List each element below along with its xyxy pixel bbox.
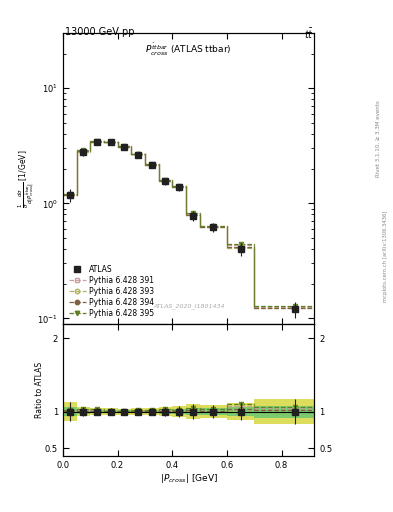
Bar: [145, 410, 158, 414]
Bar: [145, 408, 158, 415]
Bar: [90, 410, 104, 413]
Bar: [77, 407, 90, 416]
Legend: ATLAS, Pythia 6.428 391, Pythia 6.428 393, Pythia 6.428 394, Pythia 6.428 395: ATLAS, Pythia 6.428 391, Pythia 6.428 39…: [67, 263, 156, 320]
Bar: [158, 409, 172, 414]
Bar: [63, 407, 77, 416]
Bar: [172, 407, 186, 417]
Y-axis label: Ratio to ATLAS: Ratio to ATLAS: [35, 361, 44, 418]
X-axis label: $|P_{cross}|$ [GeV]: $|P_{cross}|$ [GeV]: [160, 472, 218, 485]
Bar: [104, 410, 118, 413]
Bar: [118, 410, 131, 413]
Bar: [227, 403, 254, 420]
Bar: [104, 409, 118, 415]
Bar: [254, 399, 336, 424]
Bar: [90, 409, 104, 415]
Bar: [254, 406, 336, 418]
Text: mcplots.cern.ch [arXiv:1306.3436]: mcplots.cern.ch [arXiv:1306.3436]: [383, 210, 387, 302]
Bar: [118, 409, 131, 415]
Y-axis label: $\frac{1}{\sigma}\frac{d\sigma}{d|P^{\bar{t}tbar}_{cross}|}$ [1/GeV]: $\frac{1}{\sigma}\frac{d\sigma}{d|P^{\ba…: [16, 150, 36, 208]
Text: ATLAS_2020_I1801434: ATLAS_2020_I1801434: [153, 304, 224, 309]
Text: $P^{\bar{t}tbar}_{cross}$ (ATLAS ttbar): $P^{\bar{t}tbar}_{cross}$ (ATLAS ttbar): [145, 42, 232, 58]
Bar: [63, 402, 77, 421]
Bar: [200, 405, 227, 418]
Bar: [227, 407, 254, 416]
Bar: [131, 409, 145, 415]
Text: Rivet 3.1.10, ≥ 3.3M events: Rivet 3.1.10, ≥ 3.3M events: [376, 100, 381, 177]
Bar: [200, 408, 227, 415]
Text: $t\bar{t}$: $t\bar{t}$: [305, 27, 314, 40]
Bar: [131, 410, 145, 413]
Bar: [186, 404, 200, 419]
Text: 13000 GeV pp: 13000 GeV pp: [65, 27, 134, 37]
Bar: [158, 407, 172, 416]
Bar: [172, 409, 186, 414]
Bar: [77, 409, 90, 414]
Bar: [186, 408, 200, 416]
